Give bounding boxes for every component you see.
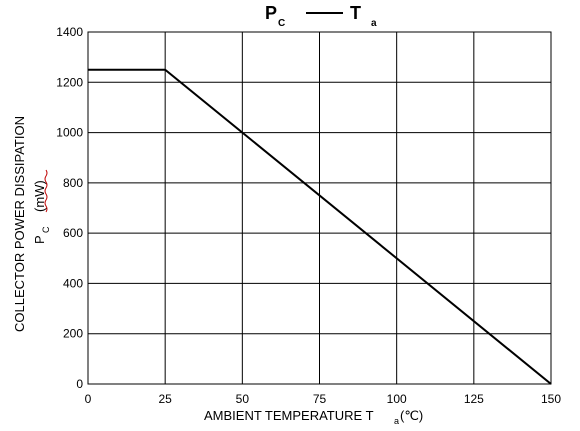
y-tick-label: 400 [63,276,83,290]
title-ta-subscript: a [371,18,377,29]
series-layer [88,68,552,385]
y-axis-label-symbol-subscript: C [41,226,51,233]
y-tick-label: 1000 [56,126,83,140]
x-axis-label-text: AMBIENT TEMPERATURE T [204,408,374,423]
x-tick-label: 75 [313,392,327,406]
y-axis-label: COLLECTOR POWER DISSIPATION P C (mW) [12,116,51,332]
x-axis-label: AMBIENT TEMPERATURE T a (℃) [204,408,423,426]
x-axis-ticks: 0 25 50 75 100 125 150 [85,392,562,406]
y-tick-label: 800 [63,176,83,190]
y-tick-label: 200 [63,327,83,341]
x-axis-label-unit: (℃) [400,408,423,423]
x-tick-label: 150 [541,392,561,406]
x-tick-label: 25 [158,392,172,406]
y-axis-label-unit-underline [44,169,48,213]
grid [87,31,552,385]
title-pc-subscript: C [278,18,285,29]
x-tick-label: 100 [387,392,407,406]
plot-area [87,31,552,385]
x-axis-label-subscript: a [394,416,399,426]
x-tick-label: 50 [236,392,250,406]
series-line [88,68,552,385]
y-tick-label: 1200 [56,75,83,89]
y-axis-label-text: COLLECTOR POWER DISSIPATION [12,116,27,332]
x-tick-label: 0 [85,392,92,406]
title-pc: P [265,3,277,23]
y-axis-label-unit: (mW) [32,180,47,212]
chart-title: P C T a [265,3,377,29]
y-axis-label-symbol: P [32,235,47,244]
y-axis-ticks: 0 200 400 600 800 1000 1200 1400 [56,25,83,391]
title-ta: T [350,3,361,23]
y-tick-label: 0 [76,377,83,391]
y-tick-label: 1400 [56,25,83,39]
x-tick-label: 125 [464,392,484,406]
y-tick-label: 600 [63,226,83,240]
